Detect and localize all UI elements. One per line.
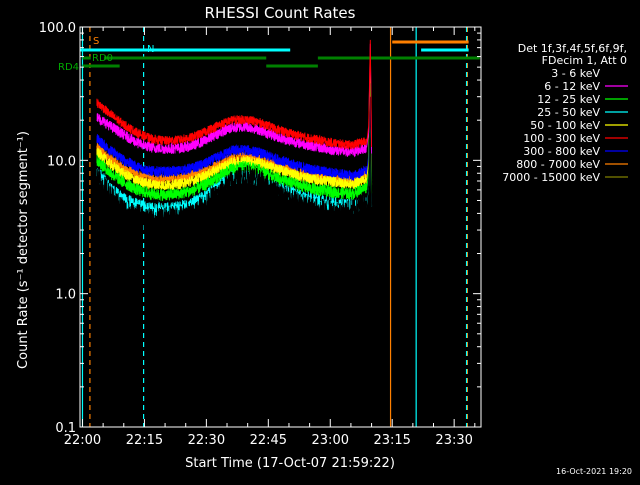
series-line-0 <box>96 96 373 234</box>
series-line-6 <box>96 66 373 182</box>
series-line-2 <box>96 83 373 201</box>
x-axis-label: Start Time (17-Oct-07 21:59:22) <box>185 456 395 471</box>
legend: Det 1f,3f,4f,5f,6f,9f,FDecim 1, Att 03 -… <box>502 42 628 184</box>
y-tick-label-2: 1.0 <box>55 288 76 303</box>
x-tick-label-0: 22:00 <box>64 433 101 448</box>
legend-label-3: 25 - 50 keV <box>537 106 600 119</box>
legend-header-1: FDecim 1, Att 0 <box>542 54 627 67</box>
annotation-rd0: RD0 <box>92 53 113 64</box>
x-tick-label-5: 23:15 <box>373 433 410 448</box>
y-tick-label-1: 10.0 <box>47 154 76 169</box>
x-tick-label-1: 22:15 <box>126 433 163 448</box>
legend-label-0: 3 - 6 keV <box>551 67 600 80</box>
legend-label-4: 50 - 100 keV <box>530 119 600 132</box>
legend-label-1: 6 - 12 keV <box>544 80 600 93</box>
legend-label-2: 12 - 25 keV <box>537 93 600 106</box>
annotation-s: S <box>93 36 99 47</box>
x-tick-label-6: 23:30 <box>435 433 472 448</box>
x-tick-label-4: 23:00 <box>312 433 349 448</box>
series-line-1 <box>96 43 373 158</box>
legend-label-5: 100 - 300 keV <box>523 132 600 145</box>
annotation-n: N <box>147 44 154 55</box>
series-line-5 <box>96 39 373 150</box>
chart-title: RHESSI Count Rates <box>205 4 356 22</box>
y-tick-label-0: 100.0 <box>39 21 76 36</box>
legend-header-0: Det 1f,3f,4f,5f,6f,9f, <box>518 42 627 55</box>
plot-frame <box>79 26 482 428</box>
annotation-rd4: RD4 <box>58 62 79 73</box>
legend-label-6: 300 - 800 keV <box>523 145 600 158</box>
footer-date: 16-Oct-2021 19:20 <box>556 467 632 476</box>
x-tick-label-3: 22:45 <box>250 433 287 448</box>
legend-label-8: 7000 - 15000 keV <box>502 171 600 184</box>
y-tick-label-3: 0.1 <box>55 421 76 436</box>
plot-area: S N RD0 RD4 22:00 22:15 22:30 22:45 23:00 23:15 23… <box>39 21 482 448</box>
series-line-4 <box>96 74 373 191</box>
x-tick-label-2: 22:30 <box>188 433 225 448</box>
y-axis-label: Count Rate (s⁻¹ detector segment⁻¹) <box>16 131 31 369</box>
legend-label-7: 800 - 7000 keV <box>516 158 600 171</box>
